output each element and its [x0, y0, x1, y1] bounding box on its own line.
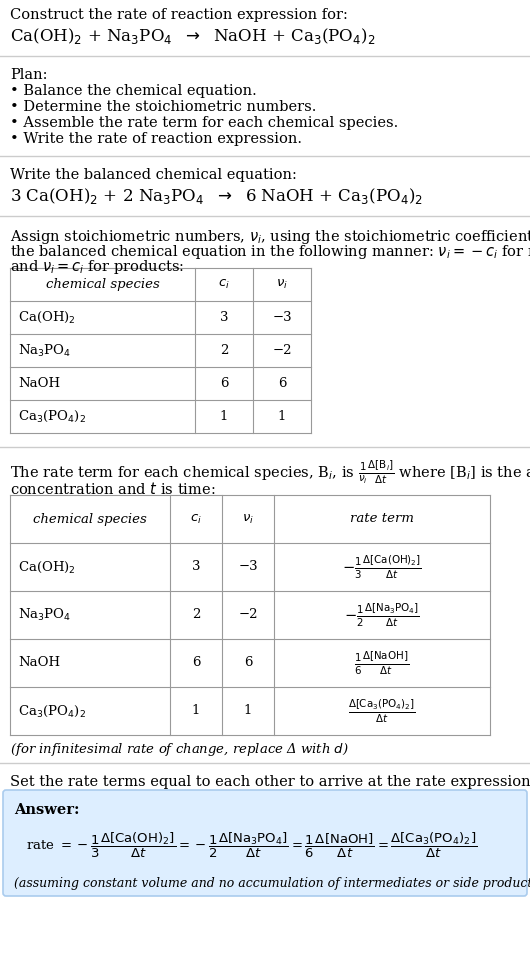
- Text: Na$_3$PO$_4$: Na$_3$PO$_4$: [18, 343, 71, 358]
- Text: and $\nu_i = c_i$ for products:: and $\nu_i = c_i$ for products:: [10, 258, 184, 276]
- Text: 3: 3: [192, 560, 200, 574]
- Text: chemical species: chemical species: [46, 278, 160, 291]
- Text: rate term: rate term: [350, 512, 414, 525]
- Text: Ca$_3$(PO$_4$)$_2$: Ca$_3$(PO$_4$)$_2$: [18, 704, 86, 718]
- Text: (assuming constant volume and no accumulation of intermediates or side products): (assuming constant volume and no accumul…: [14, 877, 530, 890]
- Text: concentration and $t$ is time:: concentration and $t$ is time:: [10, 481, 216, 497]
- Text: 6: 6: [244, 657, 252, 670]
- Text: rate $= -\dfrac{1}{3}\dfrac{\Delta[\mathrm{Ca(OH)_2}]}{\Delta t} = -\dfrac{1}{2}: rate $= -\dfrac{1}{3}\dfrac{\Delta[\math…: [26, 831, 478, 860]
- Text: Construct the rate of reaction expression for:: Construct the rate of reaction expressio…: [10, 8, 348, 22]
- Text: • Assemble the rate term for each chemical species.: • Assemble the rate term for each chemic…: [10, 116, 398, 130]
- Text: 6: 6: [278, 377, 286, 390]
- Text: Assign stoichiometric numbers, $\nu_i$, using the stoichiometric coefficients, $: Assign stoichiometric numbers, $\nu_i$, …: [10, 228, 530, 246]
- Text: Set the rate terms equal to each other to arrive at the rate expression:: Set the rate terms equal to each other t…: [10, 775, 530, 789]
- Text: 2: 2: [220, 344, 228, 357]
- Text: the balanced chemical equation in the following manner: $\nu_i = -c_i$ for react: the balanced chemical equation in the fo…: [10, 243, 530, 261]
- Text: $-\frac{1}{2}\frac{\Delta[\mathrm{Na_3PO_4}]}{\Delta t}$: $-\frac{1}{2}\frac{\Delta[\mathrm{Na_3PO…: [344, 601, 420, 629]
- Text: 6: 6: [192, 657, 200, 670]
- Text: Write the balanced chemical equation:: Write the balanced chemical equation:: [10, 168, 297, 182]
- Text: $c_i$: $c_i$: [218, 278, 230, 291]
- Text: The rate term for each chemical species, B$_i$, is $\frac{1}{\nu_i}\frac{\Delta[: The rate term for each chemical species,…: [10, 459, 530, 486]
- Text: $-\frac{1}{3}\frac{\Delta[\mathrm{Ca(OH)_2}]}{\Delta t}$: $-\frac{1}{3}\frac{\Delta[\mathrm{Ca(OH)…: [342, 553, 422, 581]
- Text: −3: −3: [272, 311, 292, 324]
- Text: −2: −2: [272, 344, 292, 357]
- Text: NaOH: NaOH: [18, 377, 60, 390]
- Text: Plan:: Plan:: [10, 68, 48, 82]
- Text: $\frac{1}{6}\frac{\Delta[\mathrm{NaOH}]}{\Delta t}$: $\frac{1}{6}\frac{\Delta[\mathrm{NaOH}]}…: [355, 649, 410, 676]
- Text: Answer:: Answer:: [14, 803, 80, 817]
- Text: (for infinitesimal rate of change, replace Δ with $d$): (for infinitesimal rate of change, repla…: [10, 741, 349, 758]
- Text: 2: 2: [192, 608, 200, 622]
- Text: −3: −3: [238, 560, 258, 574]
- Text: Ca$_3$(PO$_4$)$_2$: Ca$_3$(PO$_4$)$_2$: [18, 409, 86, 425]
- Text: NaOH: NaOH: [18, 657, 60, 670]
- Text: 3: 3: [220, 311, 228, 324]
- Text: 1: 1: [192, 705, 200, 717]
- FancyBboxPatch shape: [3, 790, 527, 896]
- Text: $\nu_i$: $\nu_i$: [276, 278, 288, 291]
- Text: Ca(OH)$_2$: Ca(OH)$_2$: [18, 310, 76, 325]
- Text: 6: 6: [220, 377, 228, 390]
- Text: • Write the rate of reaction expression.: • Write the rate of reaction expression.: [10, 132, 302, 146]
- Text: $c_i$: $c_i$: [190, 512, 202, 525]
- Text: 1: 1: [244, 705, 252, 717]
- Text: Ca(OH)$_2$: Ca(OH)$_2$: [18, 559, 76, 575]
- Text: • Balance the chemical equation.: • Balance the chemical equation.: [10, 84, 257, 98]
- Text: chemical species: chemical species: [33, 512, 147, 525]
- Text: 1: 1: [220, 410, 228, 423]
- Text: Ca(OH)$_2$ + Na$_3$PO$_4$  $\rightarrow$  NaOH + Ca$_3$(PO$_4$)$_2$: Ca(OH)$_2$ + Na$_3$PO$_4$ $\rightarrow$ …: [10, 26, 375, 46]
- Text: • Determine the stoichiometric numbers.: • Determine the stoichiometric numbers.: [10, 100, 316, 114]
- Text: 1: 1: [278, 410, 286, 423]
- Text: Na$_3$PO$_4$: Na$_3$PO$_4$: [18, 607, 71, 623]
- Text: $\nu_i$: $\nu_i$: [242, 512, 254, 525]
- Text: $\frac{\Delta[\mathrm{Ca_3(PO_4)_2}]}{\Delta t}$: $\frac{\Delta[\mathrm{Ca_3(PO_4)_2}]}{\D…: [348, 697, 416, 725]
- Text: 3 Ca(OH)$_2$ + 2 Na$_3$PO$_4$  $\rightarrow$  6 NaOH + Ca$_3$(PO$_4$)$_2$: 3 Ca(OH)$_2$ + 2 Na$_3$PO$_4$ $\rightarr…: [10, 186, 423, 206]
- Text: −2: −2: [238, 608, 258, 622]
